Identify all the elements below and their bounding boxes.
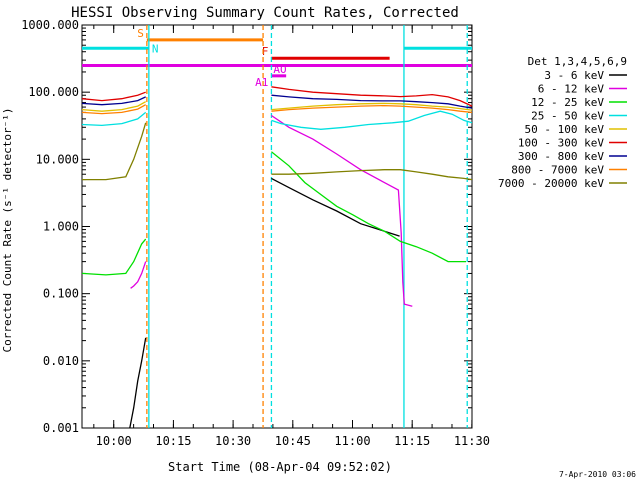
series-line — [81, 104, 147, 115]
x-tick-label: 11:15 — [394, 434, 430, 448]
legend-label: 50 - 100 keV — [525, 123, 605, 136]
series-line — [271, 177, 400, 237]
legend-label: 100 - 300 keV — [518, 137, 604, 150]
flag-bar-label: S — [137, 27, 144, 40]
series-line — [81, 91, 146, 102]
series-line — [82, 122, 147, 181]
legend-label: 7000 - 20000 keV — [498, 177, 604, 190]
y-tick-label: 1000.000 — [21, 18, 79, 32]
series-line — [271, 86, 473, 107]
legend-label: 800 - 7000 keV — [511, 164, 604, 177]
flag-bar-label: N — [152, 42, 159, 55]
series-lines — [81, 86, 473, 429]
series-line — [81, 96, 146, 106]
flag-bars: SN F AO A1 — [82, 27, 472, 89]
x-tick-label: 10:00 — [96, 434, 132, 448]
y-tick-label: 0.010 — [43, 354, 79, 368]
series-line — [271, 102, 473, 111]
series-line — [129, 337, 147, 429]
x-tick-label: 10:45 — [275, 434, 311, 448]
series-line — [271, 94, 473, 109]
chart-title: HESSI Observing Summary Count Rates, Cor… — [71, 5, 459, 21]
series-line — [271, 114, 413, 307]
legend-label: 6 - 12 keV — [538, 83, 605, 96]
y-tick-label: 10.000 — [36, 152, 79, 166]
legend-label: 25 - 50 keV — [531, 110, 604, 123]
flag-bar-label: A1 — [255, 76, 268, 89]
series-line — [271, 169, 473, 181]
x-tick-label: 10:30 — [215, 434, 251, 448]
flag-bar-label: AO — [273, 63, 286, 76]
y-tick-label: 0.001 — [43, 421, 79, 435]
series-line — [81, 238, 147, 276]
vertical-markers — [146, 25, 468, 428]
y-axis-label: Corrected Count Rate (s⁻¹ detector⁻¹) — [1, 107, 14, 352]
legend-label: 3 - 6 keV — [544, 69, 604, 82]
series-line — [270, 151, 466, 263]
series-line — [81, 111, 147, 127]
axis-ticks: 1000.000 100.000 10.000 1.000 0.100 0.010 0.00… — [21, 18, 490, 448]
series-line — [271, 110, 473, 130]
series-line — [81, 101, 147, 112]
legend-label: 300 - 800 keV — [518, 150, 604, 163]
series-line — [130, 261, 147, 289]
x-tick-label: 11:00 — [334, 434, 370, 448]
footer-date: 7-Apr-2010 03:06 — [559, 470, 636, 479]
legend-label: 12 - 25 keV — [531, 96, 604, 109]
x-tick-label: 11:30 — [454, 434, 490, 448]
flag-bar-label: F — [262, 45, 269, 58]
y-tick-label: 1.000 — [43, 220, 79, 234]
y-tick-label: 100.000 — [28, 85, 79, 99]
y-tick-label: 0.100 — [43, 287, 79, 301]
series-line — [271, 104, 473, 114]
x-axis-label: Start Time (08-Apr-04 09:52:02) — [168, 460, 392, 474]
legend-header: Det 1,3,4,5,6,9 — [528, 55, 627, 68]
x-tick-label: 10:15 — [155, 434, 191, 448]
